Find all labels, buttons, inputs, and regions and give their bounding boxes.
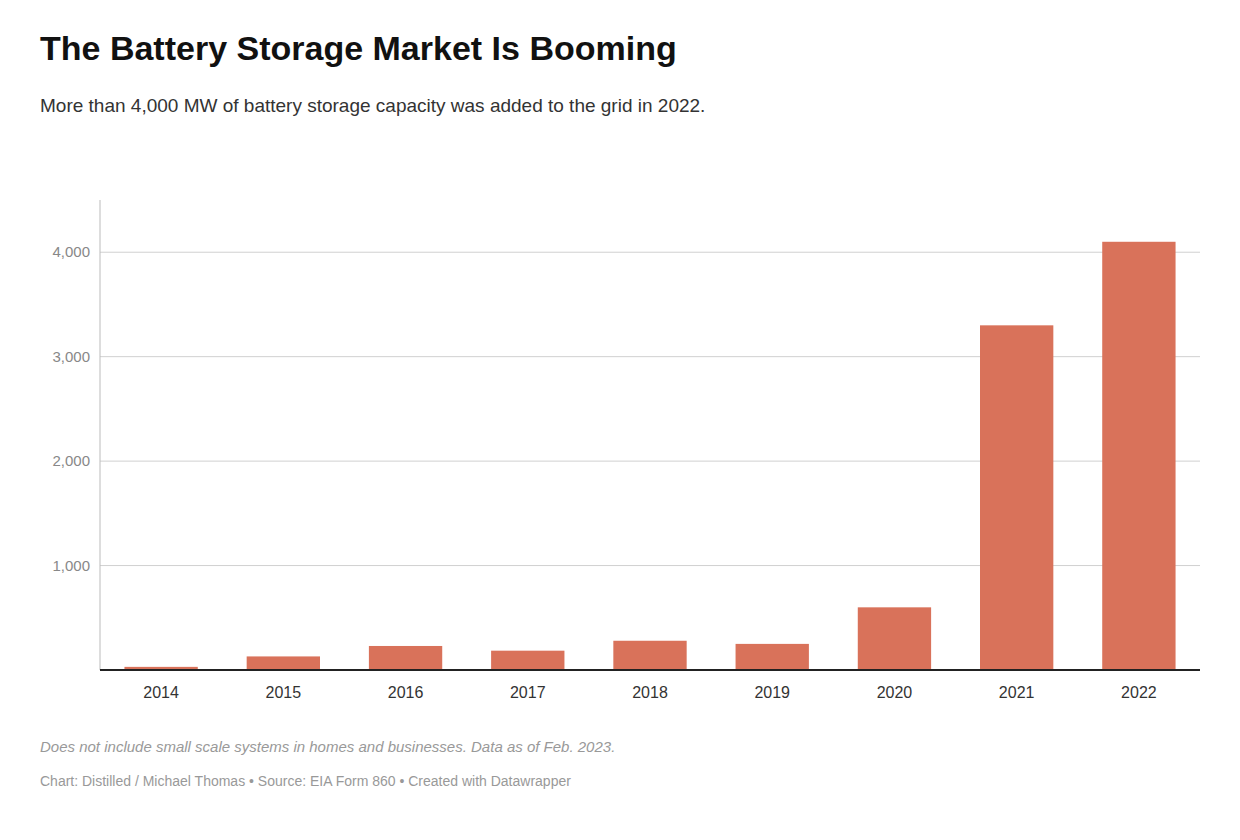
x-tick-label: 2021 — [999, 684, 1035, 701]
chart-container: The Battery Storage Market Is Booming Mor… — [0, 0, 1240, 840]
footnote: Does not include small scale systems in … — [40, 738, 615, 755]
footnote: Chart: Distilled / Michael Thomas • Sour… — [40, 773, 571, 789]
x-tick-label: 2019 — [754, 684, 790, 701]
x-tick-label: 2020 — [877, 684, 913, 701]
bar — [736, 644, 809, 670]
subtitle: More than 4,000 MW of battery storage ca… — [40, 95, 705, 116]
x-tick-label: 2017 — [510, 684, 546, 701]
y-axis-line — [100, 200, 101, 670]
bars — [124, 242, 1175, 670]
chart-svg: The Battery Storage Market Is Booming Mor… — [0, 0, 1240, 840]
x-axis-line — [100, 669, 1200, 671]
bar — [980, 325, 1053, 670]
bar — [247, 656, 320, 670]
bar — [1102, 242, 1175, 670]
grid-line — [100, 252, 1200, 253]
x-tick-label: 2015 — [266, 684, 302, 701]
x-tick-label: 2022 — [1121, 684, 1157, 701]
x-tick-label: 2018 — [632, 684, 668, 701]
y-tick-label: 3,000 — [52, 348, 90, 365]
x-tick-label: 2014 — [143, 684, 179, 701]
y-tick-label: 2,000 — [52, 452, 90, 469]
bar — [369, 646, 442, 670]
x-tick-label: 2016 — [388, 684, 424, 701]
y-tick-label: 1,000 — [52, 557, 90, 574]
bar — [491, 651, 564, 670]
title: The Battery Storage Market Is Booming — [40, 29, 677, 67]
bar — [858, 607, 931, 670]
y-tick-label: 4,000 — [52, 243, 90, 260]
bar — [613, 641, 686, 670]
